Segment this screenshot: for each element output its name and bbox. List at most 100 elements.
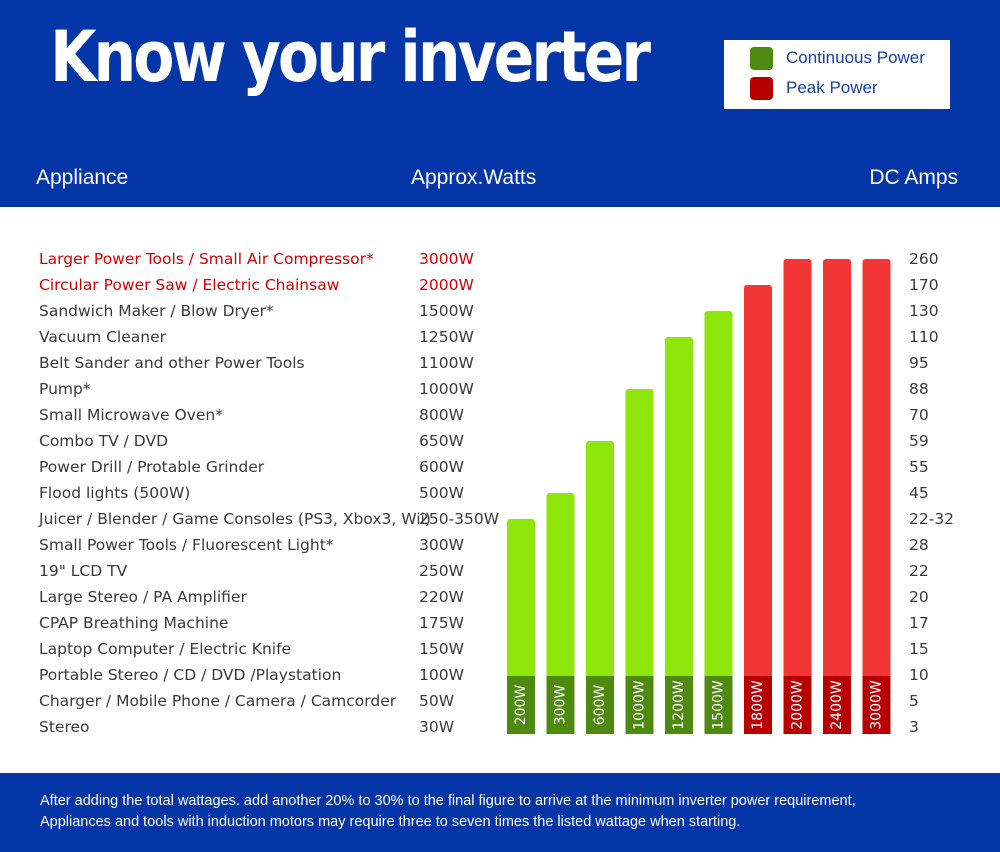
- appliance-name: Belt Sander and other Power Tools: [39, 354, 305, 372]
- table-row: Laptop Computer / Electric Knife 150W 15: [0, 637, 1000, 663]
- table-row: Sandwich Maker / Blow Dryer* 1500W 130: [0, 299, 1000, 325]
- bar-fill: [625, 389, 654, 734]
- appliance-watts: 1100W: [419, 354, 474, 372]
- bar-2400W: 2400W: [823, 259, 851, 734]
- appliance-name: Pump*: [39, 380, 91, 398]
- bar-base: [744, 676, 772, 734]
- bar-label: 200W: [513, 685, 529, 726]
- appliance-name: Power Drill / Protable Grinder: [39, 458, 265, 476]
- appliance-name: Circular Power Saw / Electric Chainsaw: [39, 276, 340, 294]
- bar-3000W: 3000W: [862, 259, 891, 734]
- bar-2000W: 2000W: [783, 259, 812, 734]
- appliance-dc-amps: 10: [909, 666, 929, 684]
- table-row: 19" LCD TV 250W 22: [0, 559, 1000, 585]
- appliance-dc-amps: 260: [909, 250, 939, 268]
- appliance-dc-amps: 15: [909, 640, 929, 658]
- table-row: Pump* 1000W 88: [0, 377, 1000, 403]
- appliance-watts: 250W: [419, 562, 464, 580]
- appliance-dc-amps: 22: [909, 562, 929, 580]
- appliance-watts: 175W: [419, 614, 464, 632]
- table-row: Stereo 30W 3: [0, 715, 1000, 741]
- bar-label: 1200W: [671, 680, 687, 730]
- legend-label-continuous: Continuous Power: [786, 48, 925, 67]
- appliance-dc-amps: 170: [909, 276, 939, 294]
- bar-label: 600W: [592, 685, 608, 726]
- bar-fill: [665, 337, 693, 734]
- bar-base: [625, 676, 654, 734]
- bar-label: 3000W: [869, 680, 885, 730]
- appliance-watts: 800W: [419, 406, 464, 424]
- bar-base: [862, 676, 891, 734]
- appliance-watts: 30W: [419, 718, 455, 736]
- table-row: Circular Power Saw / Electric Chainsaw 20…: [0, 273, 1000, 299]
- table-row: Flood lights (500W) 500W 45: [0, 481, 1000, 507]
- appliance-watts: 100W: [419, 666, 464, 684]
- bar-200W: 200W: [507, 519, 535, 734]
- appliance-name: Sandwich Maker / Blow Dryer*: [39, 302, 274, 320]
- table-row: Charger / Mobile Phone / Camera / Camcor…: [0, 689, 1000, 715]
- appliance-name: Juicer / Blender / Game Consoles (PS3, X…: [39, 510, 431, 528]
- bar-fill: [744, 285, 772, 734]
- appliance-watts: 150W: [419, 640, 464, 658]
- table-row: Belt Sander and other Power Tools 1100W 95: [0, 351, 1000, 377]
- bar-label: 1000W: [632, 680, 648, 730]
- appliance-dc-amps: 70: [909, 406, 929, 424]
- column-header-appliance: Appliance: [36, 166, 129, 189]
- table-row: Small Microwave Oven* 800W 70: [0, 403, 1000, 429]
- appliance-name: Flood lights (500W): [39, 484, 191, 502]
- table-row: Larger Power Tools / Small Air Compresso…: [0, 247, 1000, 273]
- bar-fill: [546, 493, 575, 734]
- table-row: CPAP Breathing Machine 175W 17: [0, 611, 1000, 637]
- appliance-name: 19" LCD TV: [39, 562, 128, 580]
- bar-1200W: 1200W: [665, 337, 693, 734]
- bar-fill: [704, 311, 733, 734]
- bar-label: 2000W: [790, 680, 806, 730]
- bar-1000W: 1000W: [625, 389, 654, 734]
- appliance-watts: 3000W: [419, 250, 474, 268]
- footer-band: After adding the total wattages. add ano…: [0, 773, 1000, 852]
- appliance-dc-amps: 28: [909, 536, 929, 554]
- appliance-name: Small Power Tools / Fluorescent Light*: [39, 536, 334, 554]
- legend-swatch-continuous: [750, 46, 773, 70]
- appliance-dc-amps: 20: [909, 588, 929, 606]
- bar-label: 1500W: [711, 680, 727, 730]
- table-row: Combo TV / DVD 650W 59: [0, 429, 1000, 455]
- appliance-watts: 250-350W: [419, 510, 500, 528]
- appliance-name: Larger Power Tools / Small Air Compresso…: [39, 250, 374, 268]
- appliance-name: Large Stereo / PA Amplifier: [39, 588, 247, 606]
- appliance-name: Stereo: [39, 718, 90, 736]
- bar-fill: [783, 259, 812, 734]
- appliance-name: CPAP Breathing Machine: [39, 614, 229, 632]
- bar-label: 300W: [553, 685, 569, 726]
- table-row: Juicer / Blender / Game Consoles (PS3, X…: [0, 507, 1000, 533]
- appliance-name: Portable Stereo / CD / DVD /Playstation: [39, 666, 342, 684]
- appliance-dc-amps: 17: [909, 614, 929, 632]
- bar-1800W: 1800W: [744, 285, 772, 734]
- appliance-dc-amps: 130: [909, 302, 939, 320]
- column-header-watts: Approx.Watts: [411, 166, 537, 189]
- table-row: Small Power Tools / Fluorescent Light* 30…: [0, 533, 1000, 559]
- appliance-watts: 1250W: [419, 328, 474, 346]
- bar-300W: 300W: [546, 493, 575, 734]
- bar-600W: 600W: [586, 441, 614, 734]
- legend-item-peak: Peak Power: [750, 76, 878, 100]
- bar-base: [704, 676, 733, 734]
- bar-base: [823, 676, 851, 734]
- legend: Continuous Power Peak Power: [724, 40, 950, 109]
- appliance-watts: 600W: [419, 458, 464, 476]
- bar-1500W: 1500W: [704, 311, 733, 734]
- table-row: Power Drill / Protable Grinder 600W 55: [0, 455, 1000, 481]
- header-band: Know your inverter Continuous Power Peak…: [0, 0, 1000, 207]
- appliance-dc-amps: 59: [909, 432, 929, 450]
- appliance-name: Laptop Computer / Electric Knife: [39, 640, 292, 658]
- bar-base: [546, 676, 575, 734]
- footer-note-line-2: Appliances and tools with induction moto…: [40, 814, 741, 830]
- appliance-watts: 1500W: [419, 302, 474, 320]
- appliance-dc-amps: 3: [909, 718, 919, 736]
- appliance-dc-amps: 45: [909, 484, 929, 502]
- appliance-watts: 500W: [419, 484, 464, 502]
- appliance-name: Vacuum Cleaner: [39, 328, 166, 346]
- bar-fill: [823, 259, 851, 734]
- bar-fill: [862, 259, 891, 734]
